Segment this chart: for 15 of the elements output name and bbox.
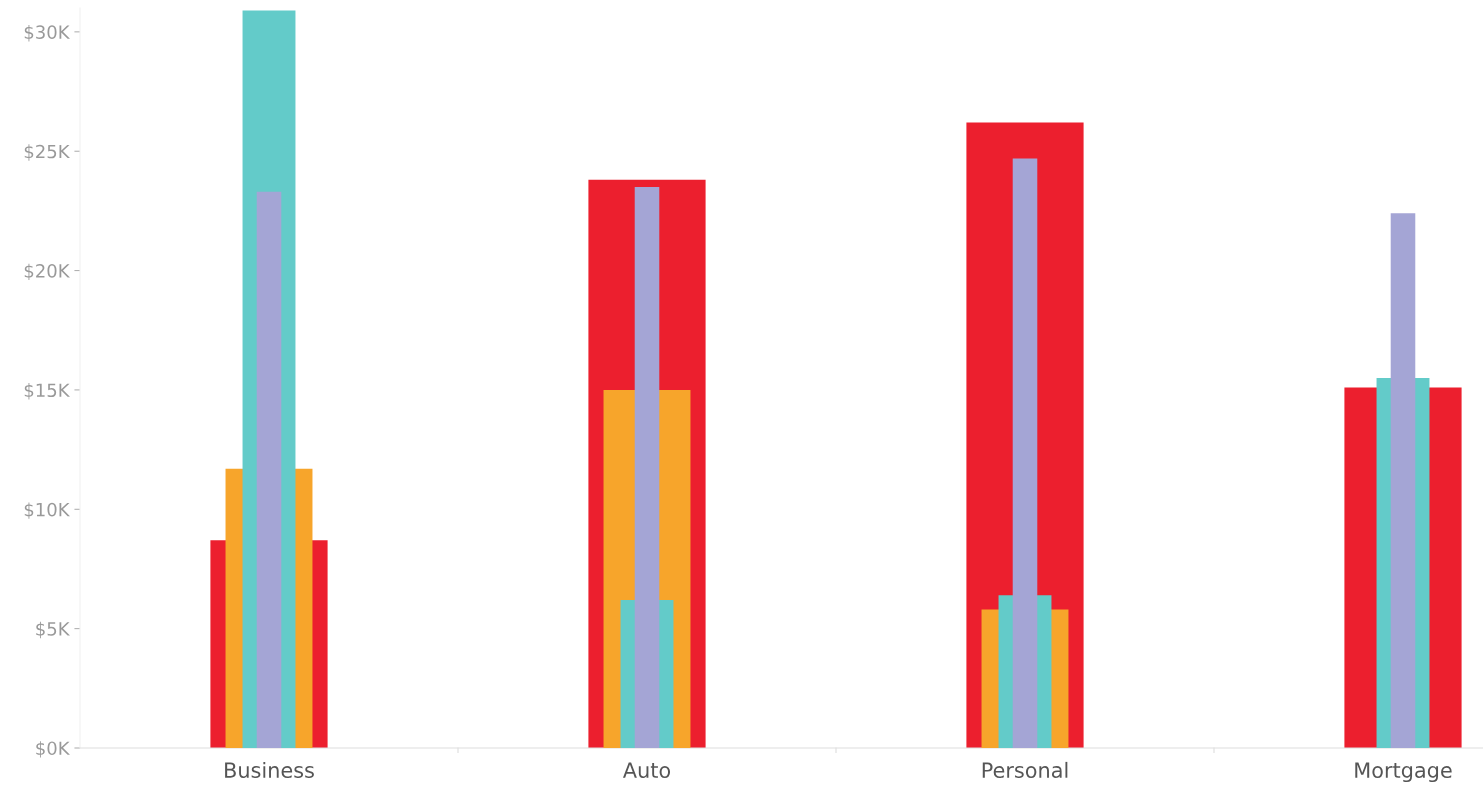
y-tick-label: $25K [24,144,70,161]
y-tick-label: $20K [24,263,70,281]
bar [634,187,660,748]
bar [1390,213,1416,748]
x-tick-label: Business [225,761,314,779]
y-tick-label: $0K [36,741,70,758]
y-tick-label: $10K [24,502,70,519]
y-tick-label: $5K [36,621,70,639]
x-tick-label: Mortgage [1355,762,1452,783]
x-tick-label: Personal [982,761,1068,779]
y-tick-label: $30K [24,25,70,42]
bar [1012,158,1038,748]
x-tick-label: Auto [622,762,671,779]
y-tick-label: $15K [24,383,70,400]
bar [256,191,282,748]
